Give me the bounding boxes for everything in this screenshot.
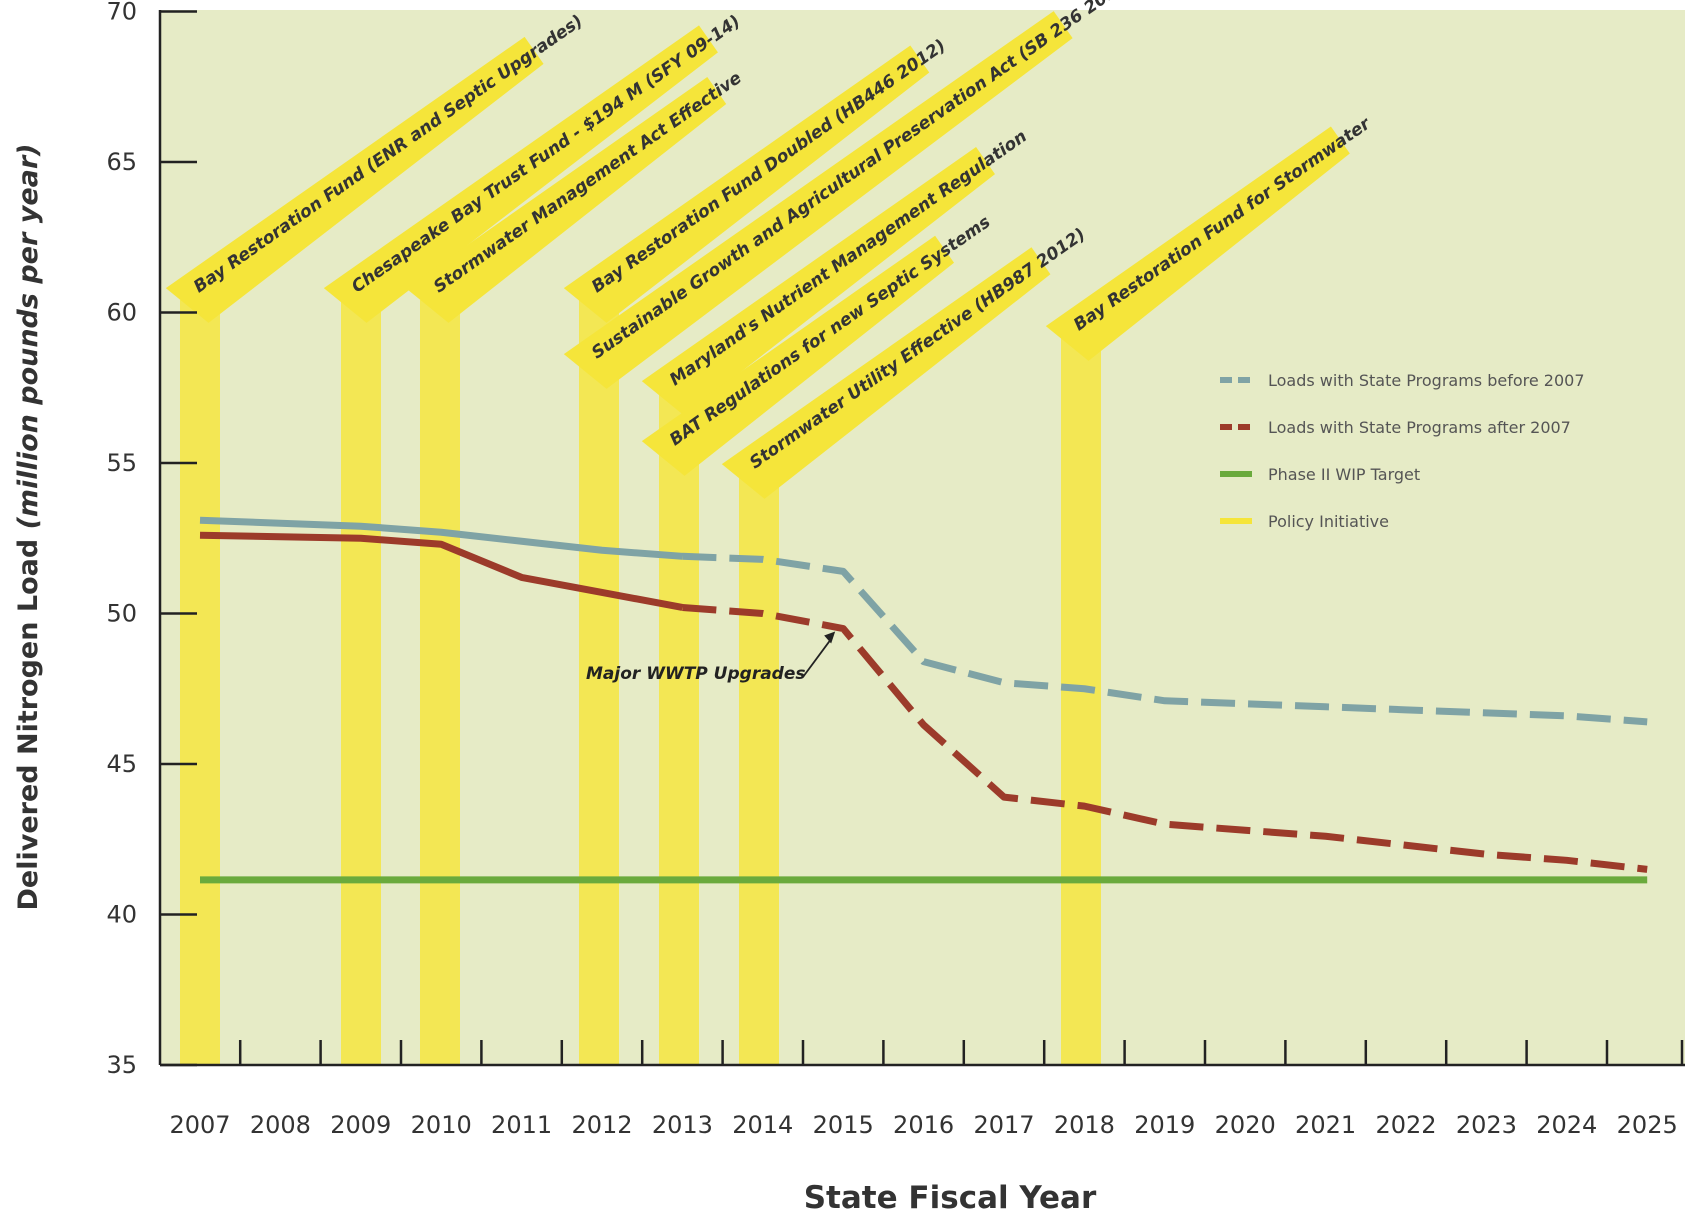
legend-label: Loads with State Programs before 2007 bbox=[1268, 371, 1585, 390]
x-tick-label: 2023 bbox=[1456, 1111, 1517, 1139]
y-tick-label: 50 bbox=[106, 600, 137, 628]
y-axis-title-unit: (million pounds per year) bbox=[13, 143, 44, 529]
x-tick-label: 2014 bbox=[732, 1111, 793, 1139]
legend: Loads with State Programs before 2007 Loa… bbox=[1220, 371, 1585, 531]
y-tick-label: 35 bbox=[106, 1051, 137, 1079]
x-tick-label: 2010 bbox=[411, 1111, 472, 1139]
axes: 35 40 45 50 55 60 65 70 2007 2008 2009 2010 2011 2012… bbox=[106, 0, 1685, 1139]
policy-banner-shape bbox=[641, 235, 955, 476]
y-tick-label: 60 bbox=[106, 299, 137, 327]
y-tick-label: 40 bbox=[106, 901, 137, 929]
series-line-dashed bbox=[682, 603, 1648, 873]
x-tick-label: 2011 bbox=[491, 1111, 552, 1139]
policy-bar bbox=[579, 300, 619, 1065]
policy-banner-shape bbox=[641, 147, 995, 416]
series-line-solid bbox=[199, 531, 684, 611]
x-tick-label: 2012 bbox=[571, 1111, 632, 1139]
x-tick-label: 2024 bbox=[1536, 1111, 1597, 1139]
x-tick-label: 2009 bbox=[330, 1111, 391, 1139]
x-tick-label: 2017 bbox=[973, 1111, 1034, 1139]
policy-bar bbox=[180, 300, 220, 1065]
x-tick-label: 2019 bbox=[1134, 1111, 1195, 1139]
x-axis-title: State Fiscal Year bbox=[804, 1180, 1097, 1213]
policy-banner-shape bbox=[165, 36, 544, 323]
y-tick-label: 70 bbox=[106, 0, 137, 26]
x-tick-label: 2015 bbox=[813, 1111, 874, 1139]
x-tick-label: 2018 bbox=[1054, 1111, 1115, 1139]
policy-bar bbox=[420, 300, 460, 1065]
policy-banner-shape bbox=[323, 25, 718, 323]
policy-banner-shape bbox=[1045, 126, 1350, 361]
y-tick-label: 55 bbox=[106, 449, 137, 477]
y-axis-title-main: Delivered Nitrogen Load bbox=[13, 529, 44, 910]
x-tick-label: 2007 bbox=[169, 1111, 230, 1139]
annotations: Major WWTP Upgrades bbox=[586, 631, 836, 684]
legend-label: Policy Initiative bbox=[1268, 512, 1389, 531]
policy-banner-shape bbox=[405, 77, 727, 323]
policy-banner-shape bbox=[563, 11, 1073, 389]
policy-bar bbox=[739, 460, 779, 1065]
legend-label: Loads with State Programs after 2007 bbox=[1268, 418, 1571, 437]
legend-label: Phase II WIP Target bbox=[1268, 465, 1420, 484]
policy-banner-shape bbox=[721, 247, 1051, 499]
series-line-dashed bbox=[682, 552, 1648, 726]
x-tick-label: 2025 bbox=[1617, 1111, 1678, 1139]
series-line-solid bbox=[199, 516, 683, 560]
policy-bar bbox=[659, 380, 699, 1065]
policy-bar bbox=[341, 300, 381, 1065]
x-tick-label: 2020 bbox=[1215, 1111, 1276, 1139]
annotation-arrow-head bbox=[824, 631, 836, 644]
series-lines bbox=[199, 516, 1648, 884]
y-tick-label: 65 bbox=[106, 148, 137, 176]
y-axis-title: Delivered Nitrogen Load (million pounds … bbox=[13, 143, 44, 910]
x-tick-label: 2021 bbox=[1295, 1111, 1356, 1139]
x-tick-label: 2013 bbox=[652, 1111, 713, 1139]
policy-bar bbox=[1061, 320, 1101, 1065]
annotation-arrow-line bbox=[802, 637, 833, 678]
x-tick-label: 2016 bbox=[893, 1111, 954, 1139]
x-tick-label: 2022 bbox=[1375, 1111, 1436, 1139]
annotation-text: Major WWTP Upgrades bbox=[586, 664, 806, 684]
y-tick-label: 45 bbox=[106, 750, 137, 778]
x-tick-label: 2008 bbox=[250, 1111, 311, 1139]
policy-banner-shape bbox=[563, 45, 930, 323]
